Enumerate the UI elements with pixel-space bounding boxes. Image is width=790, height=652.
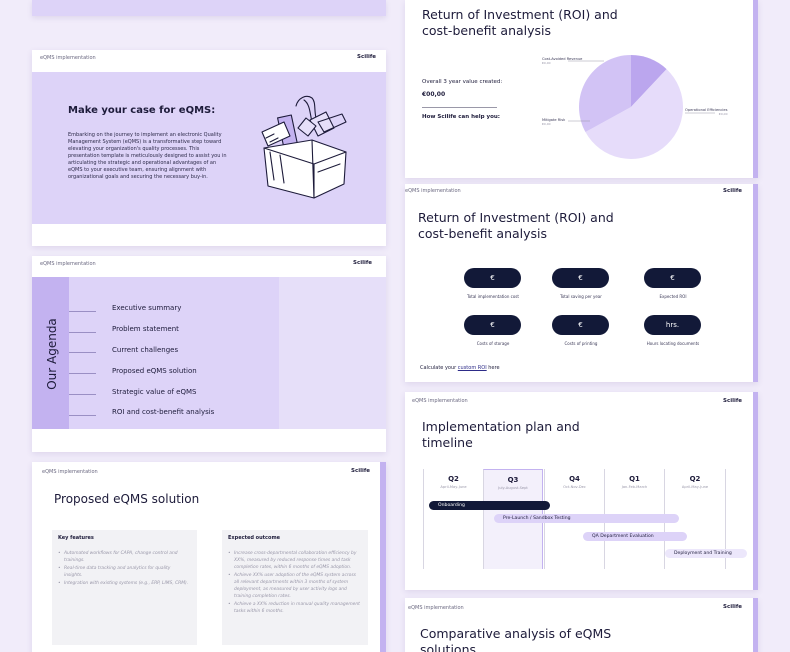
slide-comparative[interactable]: eQMS implementation Scilife Comparative … (405, 598, 758, 652)
metric-label: Hours locating documents (646, 341, 700, 346)
metric-label: Total saving per year (560, 294, 602, 299)
slide-fragment-top (32, 0, 386, 16)
metric-label: Total implementation cost (467, 294, 519, 299)
slide-header: eQMS implementation (40, 55, 96, 61)
slide-header: eQMS implementation (408, 605, 464, 611)
help-label: How Scilife can help you: (422, 114, 500, 120)
pie-slice-operational-efficiencies (585, 69, 683, 159)
slide-proposed-solution[interactable]: eQMS implementation Scilife Proposed eQM… (32, 462, 386, 652)
accent-bar (753, 392, 758, 590)
slide-header: eQMS implementation (40, 261, 96, 267)
pie-label-operational: Operational Efficiencies €0,00 (685, 108, 728, 116)
brand-logo: Scilife (722, 604, 742, 610)
metric-pill: hrs. (644, 315, 701, 335)
slide-roi-metrics[interactable]: eQMS implementation Scilife Return of In… (405, 184, 758, 382)
metric-label: Expected ROI (659, 294, 687, 299)
slide-header: eQMS implementation (405, 188, 461, 194)
metric-pill: € (552, 315, 609, 335)
brand-logo: Scilife (356, 54, 376, 60)
gantt-bar-qa: QA Department Evaluation (583, 532, 687, 541)
slide-title: Return of Investment (ROI) and cost-bene… (422, 7, 618, 38)
list-item: Achieve a XX% reduction in manual qualit… (228, 601, 362, 615)
pie-label-cost-avoided: Cost-Avoided Revenue €0,00 (542, 57, 583, 65)
features-heading: Key features (58, 535, 94, 541)
slide-header: eQMS implementation (42, 469, 98, 475)
agenda-right-panel (279, 277, 386, 429)
list-item: Executive summary (69, 298, 214, 319)
list-item: Real-time data tracking and analytics fo… (58, 565, 190, 579)
roi-pie-chart (579, 55, 683, 159)
list-item: Integration with existing systems (e.g.,… (58, 580, 190, 587)
list-item: Increase cross-departmental collaboratio… (228, 550, 362, 571)
value-label: Overall 3 year value created: (422, 79, 503, 85)
accent-bar (380, 462, 386, 652)
quarter-column: Q2 April-May-June (423, 469, 483, 569)
slide-title: Proposed eQMS solution (54, 492, 200, 506)
slide-implementation-plan[interactable]: eQMS implementation Scilife Implementati… (405, 392, 758, 590)
toolbox-icon (261, 95, 347, 199)
list-item: Current challenges (69, 340, 214, 361)
gantt-bar-prelaunch: Pre-Launch / Sandbox Testing (494, 514, 679, 523)
list-item: Strategic value of eQMS (69, 381, 214, 402)
list-item: Proposed eQMS solution (69, 360, 214, 381)
slide-title: Return of Investment (ROI) and cost-bene… (418, 210, 614, 241)
agenda-title: Our Agenda (45, 318, 59, 390)
brand-logo: Scilife (722, 188, 742, 194)
metric-label: Costs of storage (476, 341, 510, 346)
metric-pill: € (644, 268, 701, 288)
metric-pill: € (464, 315, 521, 335)
slide-title: Implementation plan and timeline (422, 419, 580, 450)
agenda-list: Executive summary Problem statement Curr… (69, 298, 214, 423)
list-item: Automated workflows for CAPA, change con… (58, 550, 190, 564)
brand-logo: Scilife (722, 398, 742, 404)
slide-body-text: Embarking on the journey to implement an… (68, 132, 227, 180)
metric-pill: € (552, 268, 609, 288)
gantt-bar-onboarding: Onboarding (429, 501, 550, 510)
pie-leader-lines (568, 60, 715, 122)
value-amount: €00,00 (422, 91, 446, 98)
list-item: ROI and cost-benefit analysis (69, 402, 214, 423)
gantt-bar-deployment: Deployment and Training (665, 549, 747, 558)
metric-pill: € (464, 268, 521, 288)
pie-label-mitigate-risk: Mitigate Risk €0,00 (542, 118, 566, 126)
pie-slice-mitigate-risk (579, 55, 631, 133)
outcome-box: Expected outcome Increase cross-departme… (222, 530, 368, 645)
accent-bar (753, 184, 758, 382)
features-box: Key features Automated workflows for CAP… (52, 530, 197, 645)
divider (422, 107, 497, 108)
accent-bar (753, 0, 758, 178)
brand-logo: Scilife (350, 468, 370, 474)
list-item: Achieve XX% user adoption of the eQMS sy… (228, 572, 362, 600)
slide-make-case[interactable]: eQMS implementation Scilife Make your ca… (32, 50, 386, 246)
slide-roi-pie[interactable]: Return of Investment (ROI) and cost-bene… (405, 0, 758, 178)
pie-slice-cost-avoided-revenue (631, 55, 667, 107)
slide-header: eQMS implementation (412, 398, 468, 404)
agenda-side-bar (32, 277, 69, 429)
calc-roi-text: Calculate your custom ROI here (420, 365, 500, 371)
brand-logo: Scilife (352, 260, 372, 266)
list-item: Problem statement (69, 319, 214, 340)
outcome-heading: Expected outcome (228, 535, 281, 541)
slide-agenda[interactable]: eQMS implementation Scilife Our Agenda E… (32, 256, 386, 452)
custom-roi-link[interactable]: custom ROI (457, 365, 487, 371)
slide-title: Comparative analysis of eQMS solutions (420, 626, 612, 652)
accent-bar (753, 598, 758, 652)
slide-title: Make your case for eQMS: (68, 105, 216, 116)
metric-label: Costs of printing (564, 341, 598, 346)
